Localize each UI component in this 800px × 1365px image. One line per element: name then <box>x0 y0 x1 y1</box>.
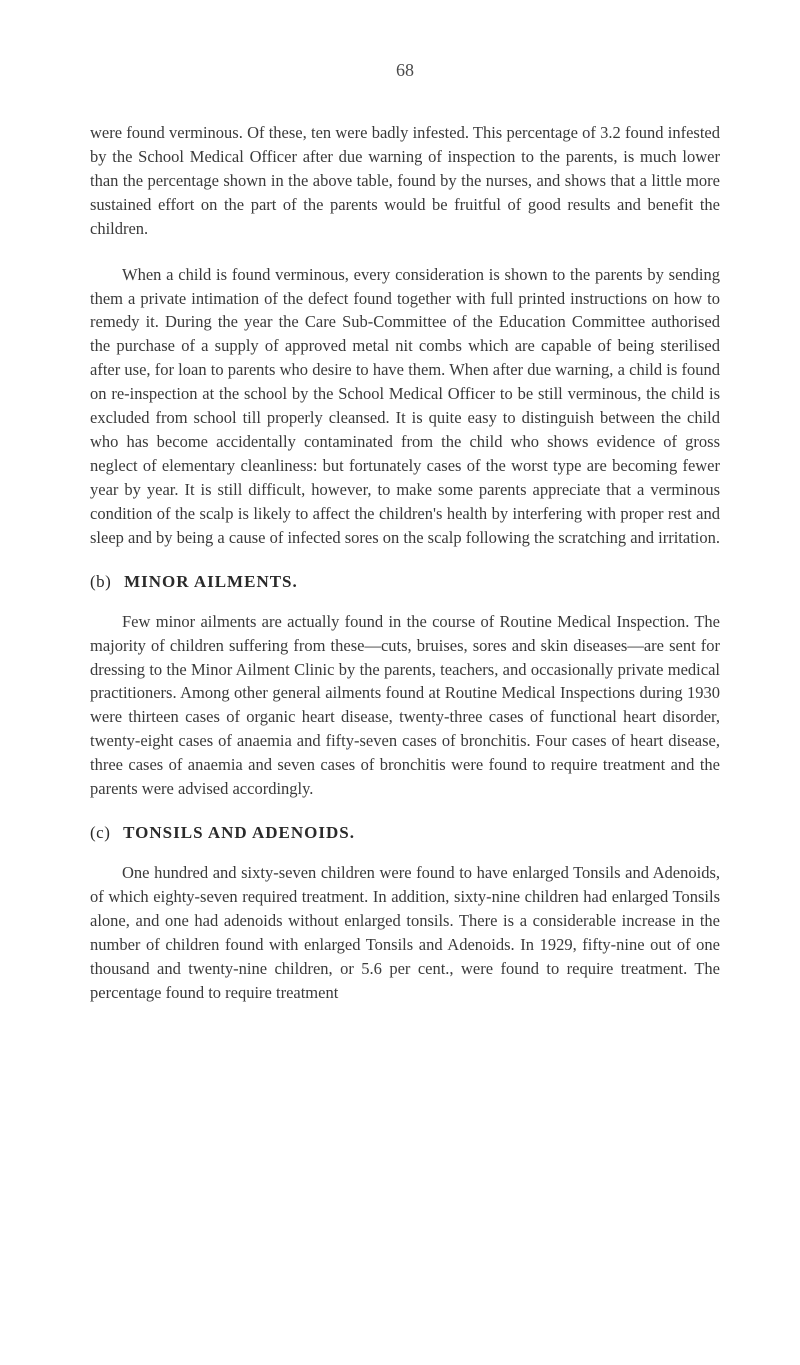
section-heading-c: (c) TONSILS AND ADENOIDS. <box>90 823 720 843</box>
paragraph-2: When a child is found verminous, every c… <box>90 263 720 550</box>
page-number: 68 <box>90 60 720 81</box>
section-letter-c: (c) <box>90 823 110 842</box>
section-letter-b: (b) <box>90 572 111 591</box>
section-heading-b: (b) MINOR AILMENTS. <box>90 572 720 592</box>
paragraph-3: Few minor ailments are actually found in… <box>90 610 720 801</box>
paragraph-4: One hundred and sixty-seven children wer… <box>90 861 720 1005</box>
section-title-c: TONSILS AND ADENOIDS. <box>123 823 355 842</box>
paragraph-1: were found verminous. Of these, ten were… <box>90 121 720 241</box>
section-title-b: MINOR AILMENTS. <box>124 572 298 591</box>
